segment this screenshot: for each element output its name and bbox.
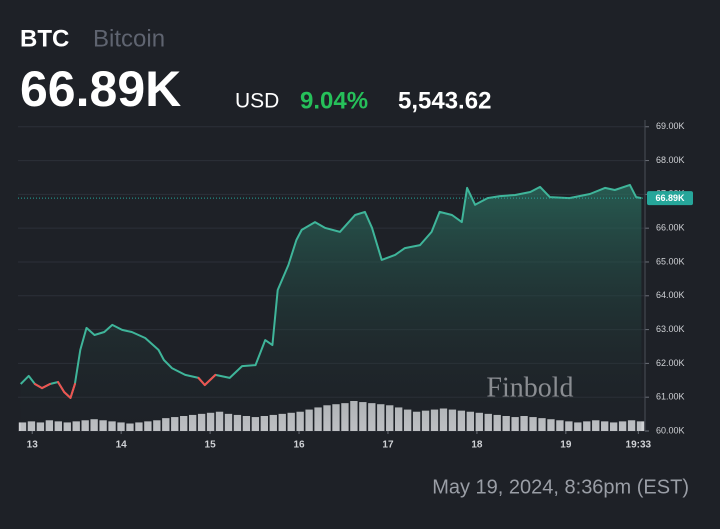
price-down-segment xyxy=(63,391,72,399)
y-tick-label: 66.00K xyxy=(656,223,685,233)
change-percent: 9.04% xyxy=(300,87,368,114)
price-down-segment xyxy=(57,380,66,394)
y-tick-label: 60.00K xyxy=(656,425,685,435)
price-down-segment xyxy=(69,383,76,399)
change-absolute: 5,543.62 xyxy=(398,87,491,114)
x-tick-label: 15 xyxy=(205,440,217,451)
x-tick-label: 19:33 xyxy=(626,440,652,451)
x-tick-label: 16 xyxy=(293,440,305,451)
price-down-segment xyxy=(203,373,217,387)
x-tick-label: 13 xyxy=(27,440,39,451)
x-tick-label: 19 xyxy=(560,440,572,451)
x-tick-label: 18 xyxy=(471,440,483,451)
price-down-segment xyxy=(41,383,52,390)
y-tick-label: 61.00K xyxy=(656,392,685,402)
watermark: Finbold xyxy=(486,372,573,403)
x-tick-label: 17 xyxy=(382,440,394,451)
last-price-badge xyxy=(647,191,693,206)
price-area xyxy=(20,184,642,431)
currency: USD xyxy=(235,90,279,113)
price-down-segment xyxy=(197,376,206,387)
y-tick-label: 68.00K xyxy=(656,155,685,165)
x-tick-label: 14 xyxy=(116,440,128,451)
timestamp: May 19, 2024, 8:36pm (EST) xyxy=(432,476,689,498)
price: 66.89K xyxy=(20,61,181,117)
plot: 60.00K 61.00K 62.00K 63.00K 64.00K 65.00K 66.0… xyxy=(18,120,693,451)
y-tick-label: 62.00K xyxy=(656,358,685,368)
last-price-label: 66.89K xyxy=(655,193,685,203)
y-tick-label: 69.00K xyxy=(656,121,685,131)
price-down-segment xyxy=(33,383,44,390)
asset-name: Bitcoin xyxy=(93,25,165,52)
y-tick-label: 65.00K xyxy=(656,256,685,266)
price-line xyxy=(19,183,642,399)
y-tick-label: 63.00K xyxy=(656,324,685,334)
symbol: BTC xyxy=(20,25,69,52)
y-tick-label: 64.00K xyxy=(656,290,685,300)
